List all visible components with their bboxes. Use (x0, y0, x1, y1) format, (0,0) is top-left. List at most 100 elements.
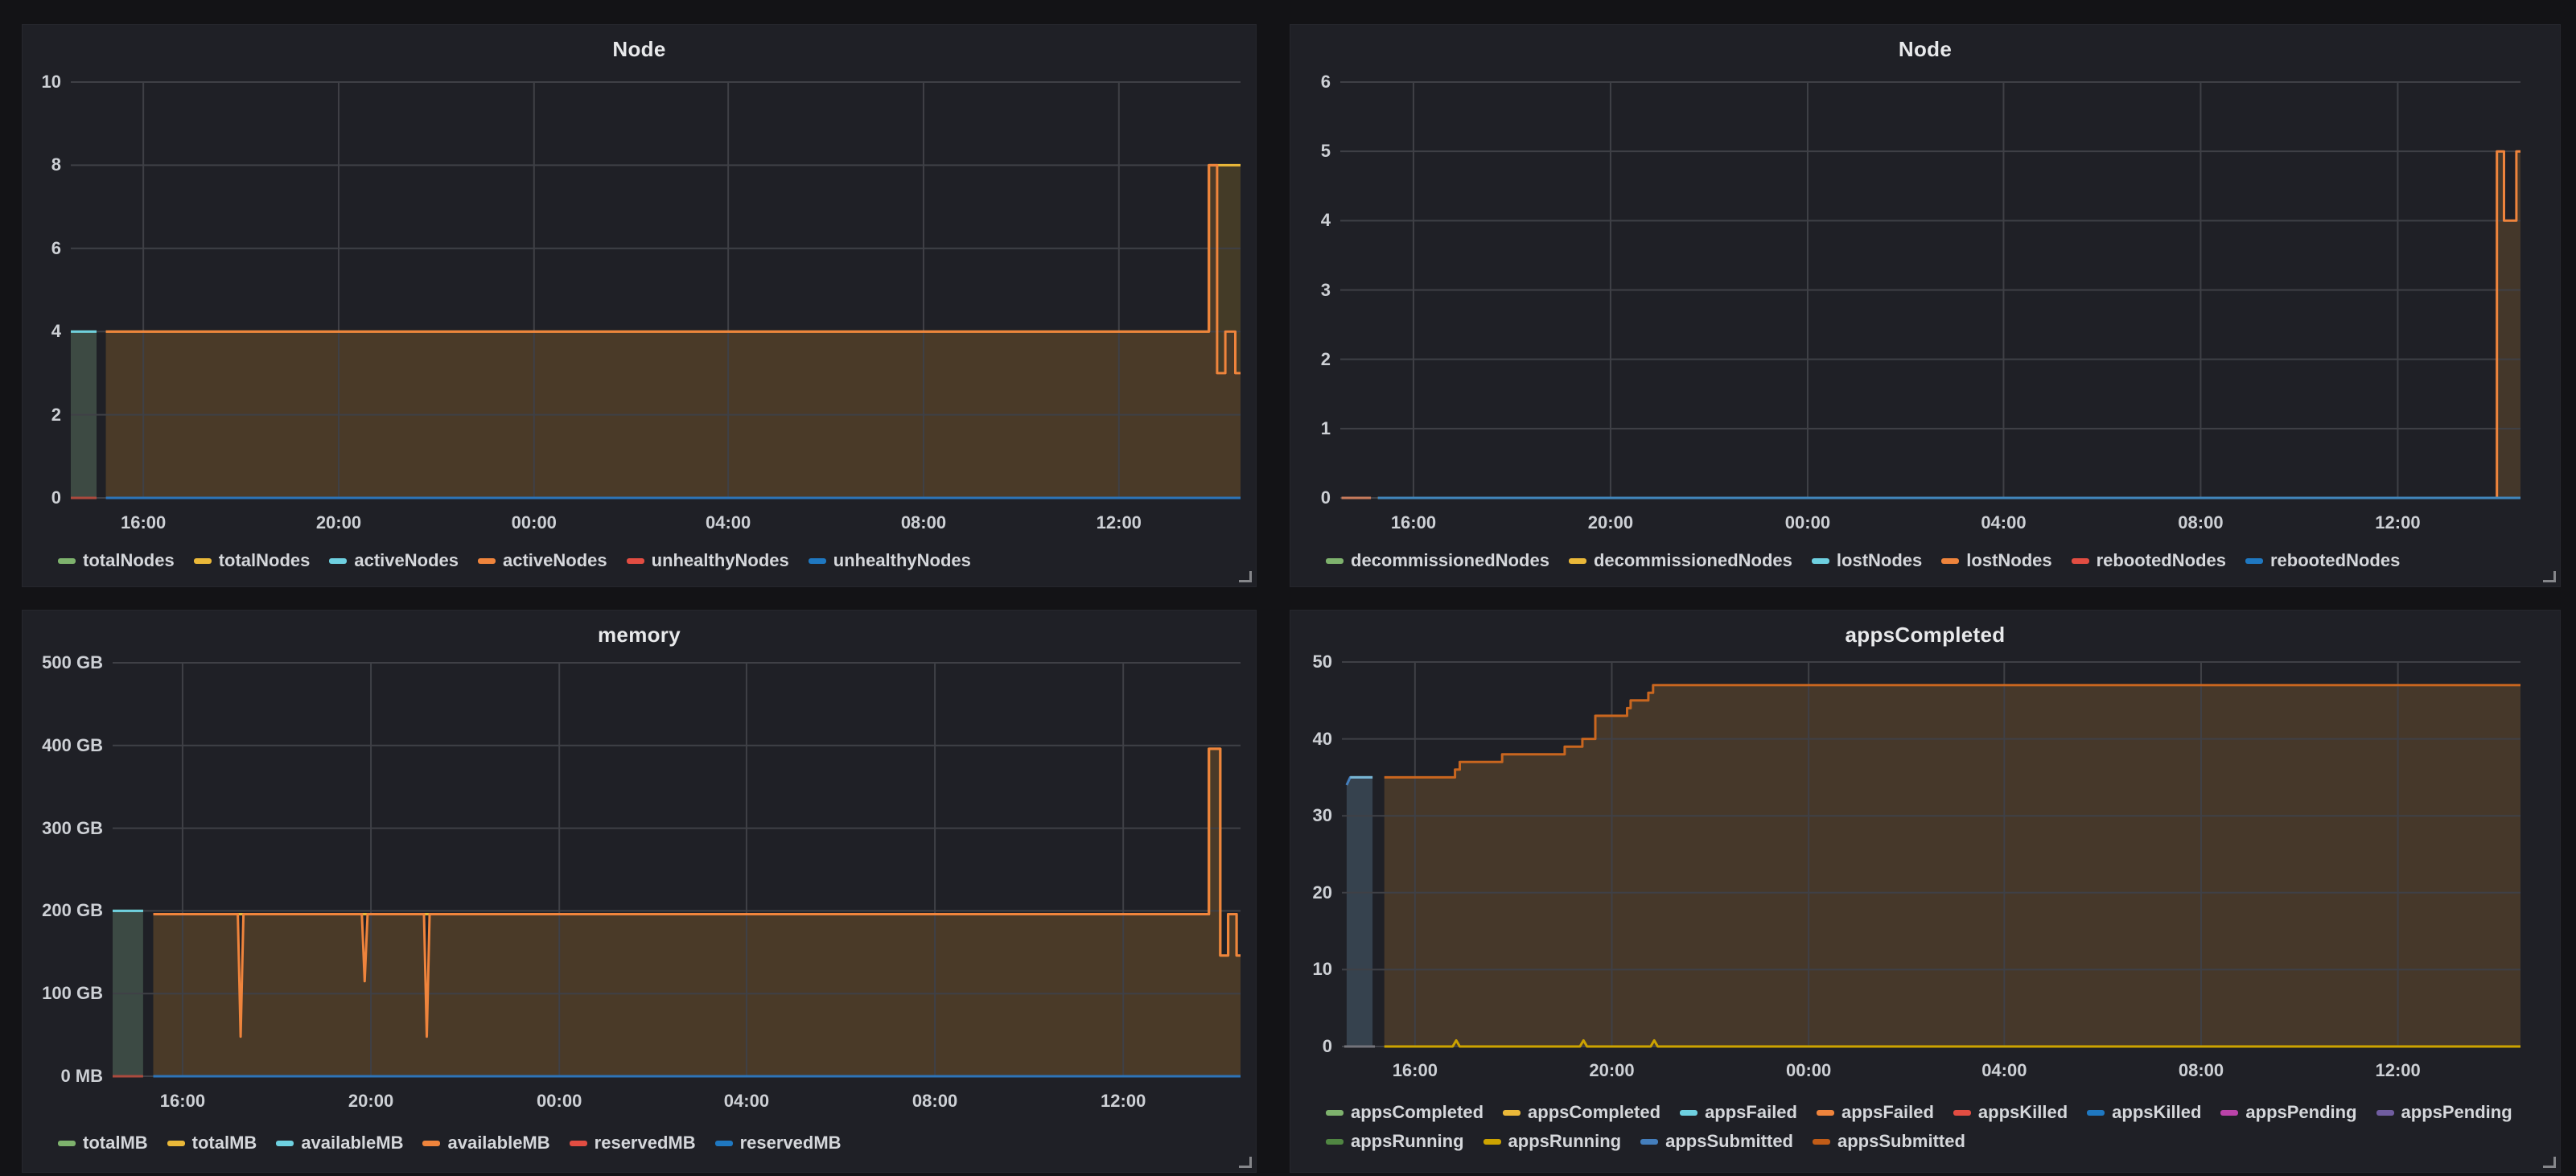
legend-item-lostNodes[interactable]: lostNodes (1811, 550, 1922, 571)
series-fill-availableMB (153, 748, 1241, 1076)
legend-label: appsPending (2401, 1102, 2512, 1122)
legend-item-appsSubmitted[interactable]: appsSubmitted (1640, 1131, 1793, 1152)
legend-label: reservedMB (594, 1133, 696, 1153)
panel-title-node-right[interactable]: Node (1898, 37, 1953, 61)
panel-resize-handle-icon[interactable] (2543, 571, 2556, 582)
x-axis-label: 00:00 (537, 1091, 582, 1111)
x-axis-label: 08:00 (2178, 512, 2224, 532)
legend-item-appsCompleted[interactable]: appsCompleted (1503, 1102, 1660, 1123)
legend-label: rebootedNodes (2096, 550, 2226, 570)
legend-item-appsFailed[interactable]: appsFailed (1816, 1102, 1934, 1123)
panel-resize-handle-icon[interactable] (1239, 571, 1252, 582)
legend-marker-icon (1941, 557, 1960, 564)
x-axis-label: 16:00 (159, 1091, 206, 1111)
legend-item-appsRunning[interactable]: appsRunning (1326, 1131, 1464, 1152)
legend-label: appsKilled (1977, 1102, 2068, 1122)
x-axis-label: 04:00 (706, 512, 751, 532)
chart-plot-appscompleted[interactable] (1342, 661, 2520, 1048)
chart-plot-node-left[interactable] (71, 81, 1241, 500)
legend-item-unhealthyNodes[interactable]: unhealthyNodes (808, 550, 971, 571)
legend-item-decommissionedNodes[interactable]: decommissionedNodes (1568, 550, 1792, 571)
legend-label: unhealthyNodes (651, 550, 789, 570)
legend-label: lostNodes (1966, 550, 2052, 570)
y-axis-label: 3 (1320, 279, 1331, 300)
legend-label: totalNodes (218, 550, 311, 570)
legend-item-activeNodes[interactable]: activeNodes (478, 550, 607, 571)
y-axis-label: 40 (1312, 728, 1332, 749)
legend-item-totalNodes[interactable]: totalNodes (58, 550, 175, 571)
legend-marker-icon (2245, 557, 2263, 564)
legend-label: appsRunning (1508, 1131, 1622, 1151)
x-axis-label: 00:00 (1785, 1060, 1832, 1080)
chart-plot-memory[interactable] (113, 662, 1241, 1078)
y-axis-label: 20 (1312, 882, 1332, 903)
legend-marker-icon (58, 557, 76, 564)
legend-marker-icon (569, 1140, 587, 1146)
y-axis-label: 4 (51, 321, 61, 342)
legend-marker-icon (276, 1140, 294, 1146)
legend-item-totalNodes[interactable]: totalNodes (193, 550, 311, 571)
legend-label: appsFailed (1841, 1102, 1934, 1122)
legend-label: availableMB (447, 1133, 550, 1153)
panel-memory (22, 610, 1257, 1173)
x-axis-label: 20:00 (348, 1091, 394, 1111)
legend-marker-icon (2220, 1109, 2239, 1116)
x-axis-label: 12:00 (2375, 512, 2421, 532)
legend-item-appsKilled[interactable]: appsKilled (1953, 1102, 2068, 1123)
legend-marker-icon (1953, 1109, 1971, 1116)
x-axis-label: 16:00 (1392, 1060, 1438, 1080)
series-line-appsSubmitted (1384, 684, 2520, 779)
legend-item-reservedMB[interactable]: reservedMB (714, 1133, 842, 1153)
legend-item-appsRunning[interactable]: appsRunning (1483, 1131, 1622, 1152)
legend-marker-icon (58, 1140, 76, 1146)
legend-item-decommissionedNodes[interactable]: decommissionedNodes (1326, 550, 1549, 571)
x-axis-label: 04:00 (1981, 512, 2027, 532)
x-axis-label: 12:00 (2375, 1060, 2421, 1080)
panel-resize-handle-icon[interactable] (2543, 1157, 2556, 1168)
legend-marker-icon (1503, 1109, 1521, 1116)
legend-item-rebootedNodes[interactable]: rebootedNodes (2071, 550, 2226, 571)
legend-marker-icon (1326, 1109, 1344, 1116)
legend-marker-icon (1811, 557, 1829, 564)
legend-item-unhealthyNodes[interactable]: unhealthyNodes (626, 550, 789, 571)
legend-label: appsKilled (2112, 1102, 2202, 1122)
legend-label: appsFailed (1705, 1102, 1797, 1122)
x-axis-label: 20:00 (315, 512, 362, 532)
legend-marker-icon (1816, 1109, 1834, 1116)
y-axis-label: 8 (51, 154, 61, 175)
panel-title-node-left[interactable]: Node (612, 37, 666, 61)
legend-marker-icon (193, 557, 212, 564)
legend-label: activeNodes (503, 550, 607, 570)
legend-item-lostNodes[interactable]: lostNodes (1941, 550, 2052, 571)
y-axis-label: 4 (1320, 210, 1331, 231)
panel-title-memory[interactable]: memory (598, 623, 681, 647)
legend-item-totalMB[interactable]: totalMB (167, 1133, 257, 1153)
y-axis-label: 10 (41, 72, 61, 92)
legend-label: appsPending (2245, 1102, 2357, 1122)
legend-item-rebootedNodes[interactable]: rebootedNodes (2245, 550, 2400, 571)
legend-item-appsCompleted[interactable]: appsCompleted (1326, 1102, 1483, 1123)
legend-item-appsPending[interactable]: appsPending (2220, 1102, 2357, 1123)
y-axis-label: 200 GB (42, 900, 103, 921)
legend-item-appsPending[interactable]: appsPending (2376, 1102, 2512, 1123)
legend-item-activeNodes[interactable]: activeNodes (329, 550, 459, 571)
legend-item-availableMB[interactable]: availableMB (276, 1133, 403, 1153)
x-axis-label: 16:00 (121, 512, 167, 532)
panel-resize-handle-icon[interactable] (1239, 1157, 1252, 1168)
y-axis-label: 400 GB (42, 734, 103, 755)
legend-item-availableMB[interactable]: availableMB (422, 1133, 550, 1153)
legend-item-appsSubmitted[interactable]: appsSubmitted (1813, 1131, 1965, 1152)
x-axis-label: 04:00 (1981, 1060, 2027, 1080)
legend-item-appsKilled[interactable]: appsKilled (2087, 1102, 2201, 1123)
legend-row: decommissionedNodes decommissionedNodes lo… (1326, 550, 2419, 571)
legend-marker-icon (1640, 1138, 1659, 1145)
legend-item-totalMB[interactable]: totalMB (58, 1133, 148, 1153)
legend-item-reservedMB[interactable]: reservedMB (569, 1133, 696, 1153)
legend-item-appsFailed[interactable]: appsFailed (1680, 1102, 1797, 1123)
legend-label: decommissionedNodes (1351, 550, 1549, 570)
chart-plot-node-right[interactable] (1340, 81, 2520, 500)
legend-marker-icon (1813, 1138, 1830, 1145)
panel-title-appscompleted[interactable]: appsCompleted (1845, 623, 2006, 647)
x-axis-label: 00:00 (511, 512, 557, 532)
panel-node-right (1290, 24, 2561, 587)
